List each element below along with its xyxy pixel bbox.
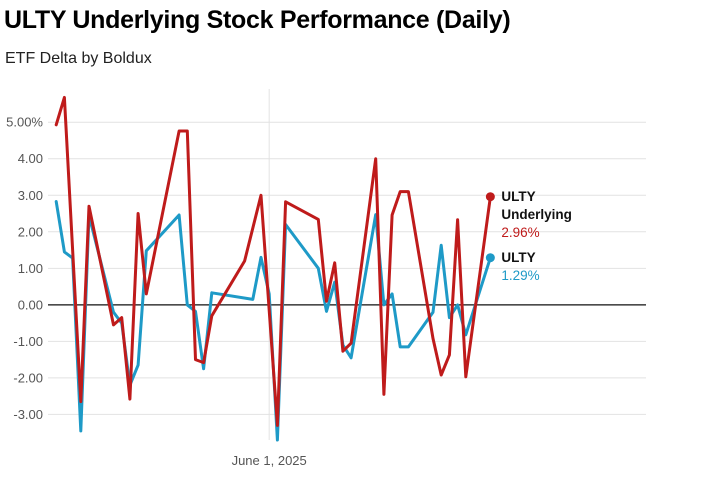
series-end-value-ulty-underlying: 2.96%	[501, 225, 539, 240]
y-tick-label: -2.00	[13, 370, 43, 385]
series-end-point-ulty-underlying	[485, 192, 495, 202]
y-tick-label: -3.00	[13, 407, 43, 422]
y-tick-label: 1.00	[18, 261, 43, 276]
chart-subtitle: ETF Delta by Boldux	[5, 50, 152, 67]
y-tick-label: 4.00	[18, 151, 43, 166]
series-label-ulty-underlying: Underlying	[501, 207, 572, 222]
series-line-ulty-underlying	[54, 95, 492, 427]
series-label-ulty-underlying: ULTY	[501, 189, 535, 204]
series-label-ulty: ULTY	[501, 250, 535, 265]
series-end-point-ulty	[485, 253, 495, 263]
y-tick-label: 5.00%	[6, 115, 43, 130]
y-tick-label: 0.00	[18, 297, 43, 312]
y-tick-label: 3.00	[18, 188, 43, 203]
y-tick-label: -1.00	[13, 334, 43, 349]
series-end-value-ulty: 1.29%	[501, 268, 539, 283]
y-tick-label: 2.00	[18, 224, 43, 239]
chart-title: ULTY Underlying Stock Performance (Daily…	[4, 6, 511, 34]
x-tick-label: June 1, 2025	[232, 453, 307, 468]
